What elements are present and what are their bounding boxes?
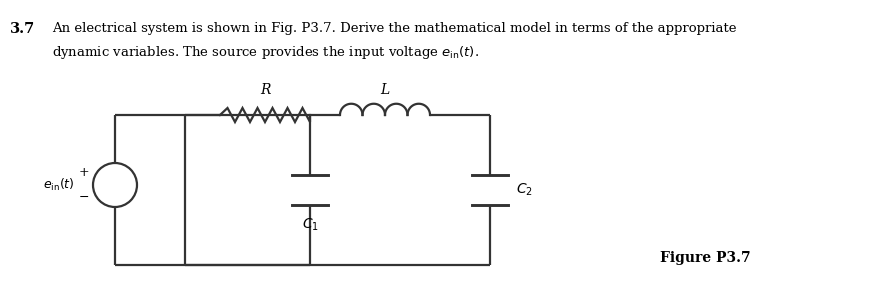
Text: L: L (380, 83, 390, 97)
Text: +: + (78, 166, 89, 179)
Text: dynamic variables. The source provides the input voltage $e_{\mathrm{in}}(t)$.: dynamic variables. The source provides t… (52, 44, 479, 61)
Text: 3.7: 3.7 (10, 22, 35, 36)
Text: $C_2$: $C_2$ (516, 182, 533, 198)
Text: −: − (79, 191, 89, 203)
Text: $C_1$: $C_1$ (301, 217, 319, 234)
Text: An electrical system is shown in Fig. P3.7. Derive the mathematical model in ter: An electrical system is shown in Fig. P3… (52, 22, 737, 35)
Text: $e_{\mathrm{in}}(t)$: $e_{\mathrm{in}}(t)$ (44, 177, 75, 193)
Text: Figure P3.7: Figure P3.7 (660, 251, 751, 265)
Text: R: R (260, 83, 271, 97)
